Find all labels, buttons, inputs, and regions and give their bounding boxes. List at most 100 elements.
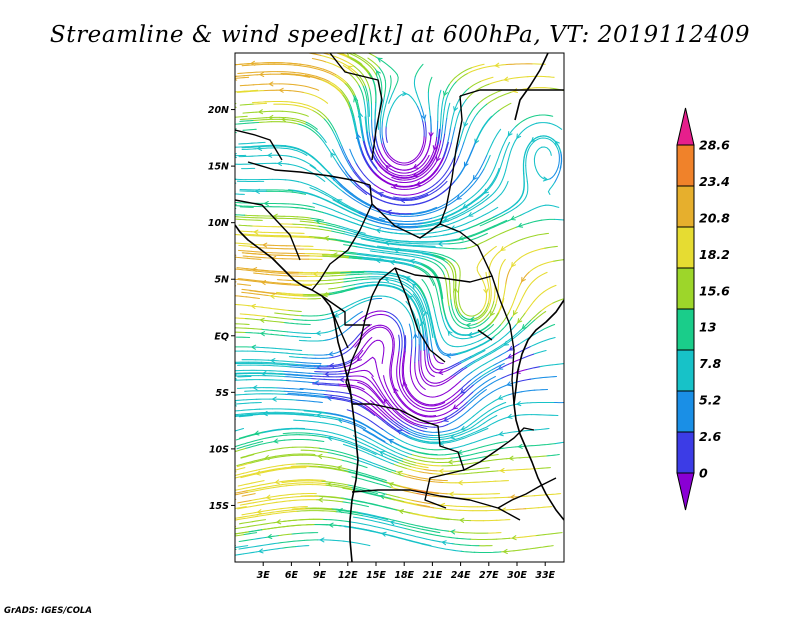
streamline-segment xyxy=(330,202,344,210)
streamline-segment xyxy=(520,495,536,498)
streamline-segment xyxy=(346,82,356,96)
streamline-segment xyxy=(414,464,429,469)
streamline-segment xyxy=(373,390,385,404)
streamline-segment xyxy=(252,499,267,504)
streamline-segment xyxy=(235,412,250,416)
streamline-segment xyxy=(279,446,294,450)
streamline-segment xyxy=(402,366,406,384)
streamline-segment xyxy=(353,361,367,370)
streamline-segment xyxy=(258,144,273,147)
streamline-segment xyxy=(405,467,420,473)
streamline-segment xyxy=(476,314,489,325)
streamline-segment xyxy=(398,356,402,373)
streamline-segment xyxy=(448,362,462,371)
streamline-segment xyxy=(489,447,504,452)
streamline-segment xyxy=(481,323,495,334)
streamline-segment xyxy=(387,529,402,534)
streamline-segment xyxy=(338,484,353,489)
y-tick-label: 20N xyxy=(208,105,229,116)
streamline-segment xyxy=(549,139,560,153)
streamline-arrow xyxy=(329,53,332,54)
streamline-segment xyxy=(291,226,306,229)
streamline-segment xyxy=(367,218,382,224)
streamline-segment xyxy=(479,65,494,70)
coastline-west-africa xyxy=(235,224,359,562)
streamline-segment xyxy=(328,499,344,503)
streamline-segment xyxy=(250,71,265,74)
streamline-segment xyxy=(429,240,445,243)
streamline-segment xyxy=(375,161,387,173)
streamline-segment xyxy=(291,156,305,162)
streamline-segment xyxy=(448,389,461,400)
streamline-segment xyxy=(487,287,490,305)
streamline-segment xyxy=(471,456,486,460)
streamline-segment xyxy=(429,480,444,484)
streamline-segment xyxy=(505,63,520,66)
x-tick-label: 21E xyxy=(423,570,443,581)
streamline-segment xyxy=(339,225,353,231)
colorbar-label: 13 xyxy=(699,320,716,335)
streamline-segment xyxy=(450,455,465,459)
streamline-segment xyxy=(430,234,445,238)
streamline-segment xyxy=(471,364,484,373)
streamline-segment xyxy=(321,192,335,201)
streamline-segment xyxy=(318,275,333,277)
streamline-segment xyxy=(324,382,340,385)
streamline-segment xyxy=(369,438,383,447)
streamline-segment xyxy=(286,103,301,107)
streamline-segment xyxy=(420,477,435,481)
streamline-segment xyxy=(316,109,329,120)
streamline-segment xyxy=(431,322,437,340)
streamline-segment xyxy=(413,76,417,93)
streamline-segment xyxy=(295,545,310,548)
streamline-segment xyxy=(525,278,536,292)
streamline-segment xyxy=(339,434,354,440)
streamline-segment xyxy=(331,129,340,145)
streamline-segment xyxy=(261,362,276,365)
streamline-segment xyxy=(278,317,294,320)
streamline-segment xyxy=(235,402,249,405)
streamline-segment xyxy=(385,417,398,428)
streamline-segment xyxy=(364,407,378,417)
streamline-arrow xyxy=(235,461,236,463)
streamline-segment xyxy=(471,192,484,203)
streamline-segment xyxy=(423,171,435,182)
streamline-segment xyxy=(296,374,311,377)
streamline-segment xyxy=(309,392,325,395)
streamline-segment xyxy=(271,375,286,378)
streamline-segment xyxy=(395,253,411,257)
streamline-segment xyxy=(394,499,409,504)
streamline-segment xyxy=(309,128,322,139)
streamline-segment xyxy=(281,480,296,484)
streamline-segment xyxy=(417,531,432,535)
streamline-segment xyxy=(494,350,508,359)
streamline-segment xyxy=(305,192,319,198)
streamline-segment xyxy=(469,140,477,157)
streamline-segment xyxy=(412,411,427,418)
streamline-segment xyxy=(272,379,287,382)
streamline-segment xyxy=(385,171,399,179)
streamline-segment xyxy=(411,395,425,405)
streamline-segment xyxy=(424,491,440,495)
streamline-segment xyxy=(437,389,451,397)
streamline-segment xyxy=(287,524,302,527)
streamline-segment xyxy=(291,119,306,125)
streamline-segment xyxy=(330,467,345,471)
streamline-segment xyxy=(400,532,415,537)
streamline-segment xyxy=(288,454,303,457)
streamline-segment xyxy=(285,379,300,382)
streamline-segment xyxy=(489,312,500,326)
streamline-arrow xyxy=(438,468,444,474)
streamline-segment xyxy=(385,180,399,187)
streamline-segment xyxy=(450,505,465,508)
streamline-segment xyxy=(487,532,502,534)
streamline-segment xyxy=(481,364,495,373)
streamline-segment xyxy=(311,339,327,342)
streamline-segment xyxy=(416,377,426,391)
streamline-segment xyxy=(253,450,268,455)
streamline-segment xyxy=(367,99,370,117)
streamline-segment xyxy=(235,122,246,125)
streamline-segment xyxy=(406,502,422,507)
streamline-segment xyxy=(477,384,490,394)
streamline-segment xyxy=(334,73,348,84)
